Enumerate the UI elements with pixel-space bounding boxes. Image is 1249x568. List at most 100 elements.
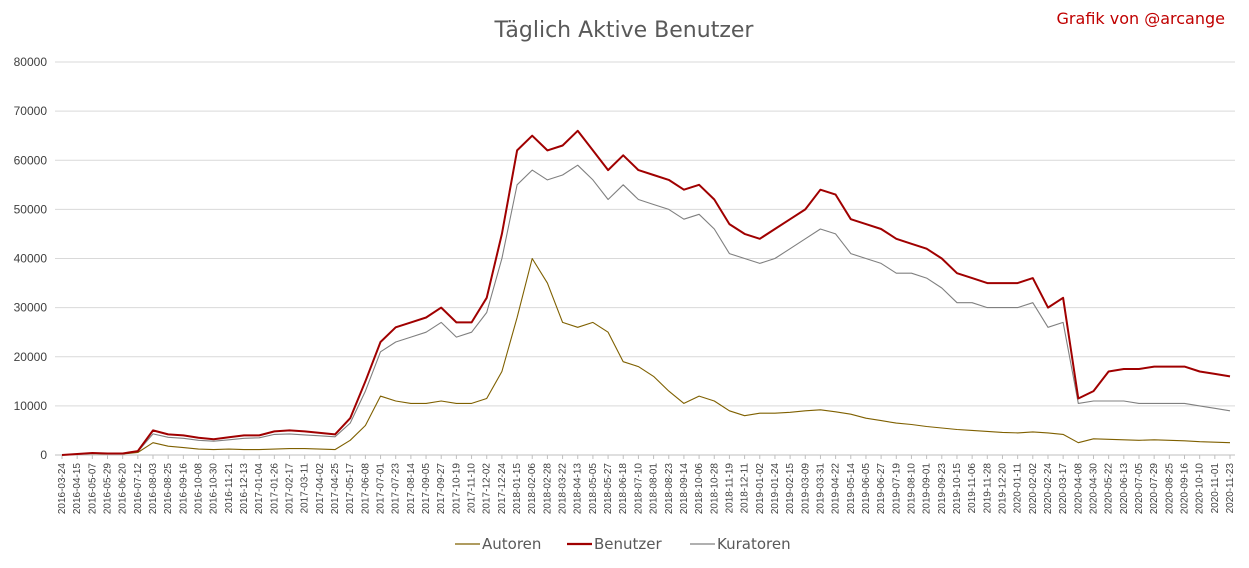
x-tick-label: 2018-08-23	[664, 463, 675, 515]
x-tick-label: 2019-09-01	[922, 463, 933, 515]
x-tick-label: 2019-11-06	[967, 463, 978, 514]
series-line-kuratoren	[61, 164, 1231, 456]
legend-label-benutzer: Benutzer	[594, 535, 663, 553]
x-tick-label: 2016-11-21	[224, 463, 235, 514]
x-tick-label: 2018-09-14	[679, 463, 690, 515]
x-tick-label: 2016-08-03	[148, 463, 159, 515]
x-tick-label: 2017-09-27	[436, 463, 447, 515]
x-tick-label: 2020-11-01	[1210, 463, 1221, 514]
x-tick-label: 2016-07-12	[133, 463, 144, 515]
x-tick-label: 2017-08-14	[406, 463, 417, 515]
x-tick-label: 2017-12-24	[497, 463, 508, 515]
x-tick-label: 2019-07-19	[891, 463, 902, 515]
x-tick-label: 2016-03-24	[57, 463, 68, 515]
x-tick-label: 2016-10-30	[209, 463, 220, 515]
y-tick-label: 50000	[14, 202, 48, 216]
x-tick-label: 2019-02-15	[785, 463, 796, 515]
x-tick-label: 2017-09-05	[421, 463, 432, 515]
x-tick-label: 2019-09-23	[937, 463, 948, 515]
legend-label-kuratoren: Kuratoren	[717, 535, 791, 553]
x-tick-label: 2018-07-10	[633, 463, 644, 515]
x-tick-label: 2018-04-13	[573, 463, 584, 515]
series-lines	[61, 129, 1231, 456]
x-tick-label: 2017-02-17	[285, 463, 296, 515]
x-tick-label: 2019-04-22	[831, 463, 842, 515]
y-tick-label: 80000	[14, 55, 48, 69]
x-tick-label: 2020-06-13	[1119, 463, 1130, 515]
x-tick-label: 2016-05-29	[103, 463, 114, 515]
x-tick-label: 2019-01-24	[770, 463, 781, 515]
x-tick-label: 2018-10-06	[694, 463, 705, 515]
chart-title: Täglich Aktive Benutzer	[494, 18, 755, 43]
x-tick-label: 2017-11-10	[467, 463, 478, 514]
x-tick-label: 2018-12-11	[740, 463, 751, 514]
x-tick-label: 2020-08-25	[1164, 463, 1175, 515]
series-line-autoren	[61, 257, 1231, 456]
x-tick-label: 2020-09-16	[1179, 463, 1190, 515]
x-tick-label: 2017-04-02	[315, 463, 326, 515]
x-tick-label: 2019-01-02	[755, 463, 766, 515]
x-tick-label: 2020-04-08	[1073, 463, 1084, 515]
y-tick-label: 20000	[14, 350, 48, 364]
x-tick-label: 2019-06-27	[876, 463, 887, 515]
x-tick-label: 2018-02-06	[527, 463, 538, 515]
y-axis-ticks: 0 10000 20000 30000 40000 50000 60000 70000 8000…	[14, 55, 48, 462]
x-tick-label: 2020-03-17	[1058, 463, 1069, 515]
x-tick-label: 2018-03-22	[558, 463, 569, 515]
chart-credit: Grafik von @arcange	[1057, 9, 1225, 28]
x-tick-label: 2020-07-29	[1149, 463, 1160, 515]
x-tick-label: 2020-10-10	[1195, 463, 1206, 515]
x-tick-label: 2017-01-26	[269, 463, 280, 515]
x-tick-label: 2018-06-18	[618, 463, 629, 515]
x-tick-label: 2019-03-31	[815, 463, 826, 515]
x-tick-label: 2020-07-05	[1134, 463, 1145, 515]
x-tick-label: 2018-10-28	[709, 463, 720, 515]
x-tick-label: 2017-07-23	[391, 463, 402, 515]
x-tick-label: 2016-05-07	[87, 463, 98, 515]
x-tick-label: 2018-11-19	[724, 463, 735, 514]
x-tick-label: 2016-12-13	[239, 463, 250, 515]
x-tick-label: 2016-04-15	[72, 463, 83, 515]
x-tick-label: 2019-05-14	[846, 463, 857, 515]
legend-label-autoren: Autoren	[482, 535, 541, 553]
x-tick-label: 2017-01-04	[254, 463, 265, 515]
y-tick-label: 70000	[14, 104, 48, 118]
x-tick-label: 2018-01-15	[512, 463, 523, 515]
y-tick-label: 40000	[14, 252, 48, 266]
x-tick-label: 2019-11-28	[982, 463, 993, 514]
x-tick-label: 2020-11-23	[1225, 463, 1236, 514]
y-tick-label: 30000	[14, 301, 48, 315]
gridlines	[55, 61, 1235, 456]
x-tick-label: 2017-10-19	[451, 463, 462, 515]
x-tick-label: 2019-08-10	[906, 463, 917, 515]
x-tick-label: 2017-06-08	[360, 463, 371, 515]
y-tick-label: 60000	[14, 153, 48, 167]
y-tick-label: 0	[40, 448, 47, 462]
x-axis-ticks: 2016-03-24 2016-04-15 2016-05-07 2016-05-29…	[57, 455, 1236, 514]
x-tick-label: 2017-05-17	[345, 463, 356, 515]
x-tick-label: 2020-01-11	[1013, 463, 1024, 514]
x-tick-label: 2020-04-30	[1088, 463, 1099, 515]
x-tick-label: 2020-05-22	[1104, 463, 1115, 515]
x-tick-label: 2019-12-20	[997, 463, 1008, 515]
x-tick-label: 2019-03-09	[800, 463, 811, 515]
legend: Autoren Benutzer Kuratoren	[455, 535, 791, 553]
x-tick-label: 2018-08-01	[649, 463, 660, 515]
x-tick-label: 2016-08-25	[163, 463, 174, 515]
x-tick-label: 2016-09-16	[178, 463, 189, 515]
y-tick-label: 10000	[14, 399, 48, 413]
x-tick-label: 2020-02-02	[1028, 463, 1039, 515]
x-tick-label: 2017-03-11	[300, 463, 311, 514]
x-tick-label: 2018-05-05	[588, 463, 599, 515]
x-tick-label: 2017-04-25	[330, 463, 341, 515]
x-tick-label: 2016-10-08	[194, 463, 205, 515]
x-tick-label: 2016-06-20	[118, 463, 129, 515]
x-tick-label: 2017-12-02	[482, 463, 493, 515]
x-tick-label: 2019-06-05	[861, 463, 872, 515]
x-tick-label: 2017-07-01	[376, 463, 387, 515]
x-tick-label: 2018-02-28	[542, 463, 553, 515]
series-line-benutzer	[61, 129, 1231, 456]
